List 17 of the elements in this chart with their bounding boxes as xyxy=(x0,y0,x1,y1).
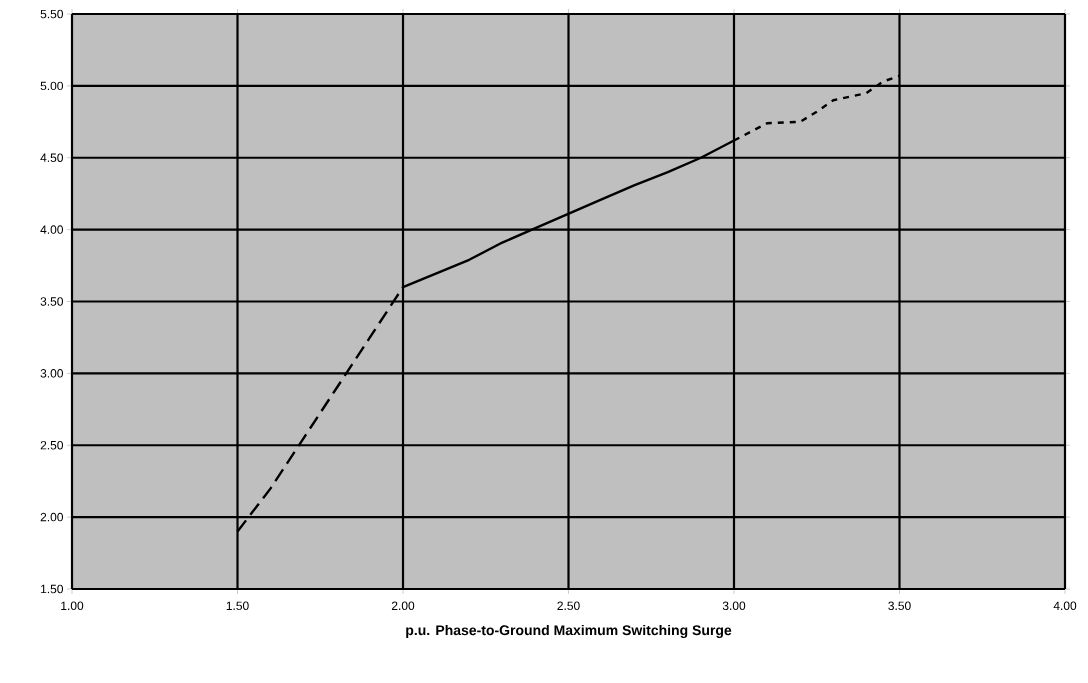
x-tick-label: 3.00 xyxy=(722,601,746,611)
y-tick-label: 3.50 xyxy=(40,297,64,306)
y-tick-label: 3.00 xyxy=(40,369,64,378)
y-tick-label: 5.50 xyxy=(40,9,64,19)
y-tick-label: 4.50 xyxy=(40,153,64,162)
x-tick-label: 2.00 xyxy=(391,601,415,611)
x-tick-label: 1.50 xyxy=(226,601,249,611)
x-tick-label: 2.50 xyxy=(557,601,580,611)
x-tick-label: 1.00 xyxy=(61,601,84,611)
x-axis-title: p.u. Phase-to-Ground Maximum Switching Surge xyxy=(406,624,732,638)
y-tick-label: 4.00 xyxy=(40,225,64,234)
x-tick-label: 4.00 xyxy=(1053,601,1077,611)
y-tick-label: 2.00 xyxy=(40,512,64,522)
y-tick-label: 5.00 xyxy=(40,81,64,91)
y-tick-label: 1.50 xyxy=(41,584,64,594)
x-tick-label: 3.50 xyxy=(888,601,911,611)
y-tick-label: 2.50 xyxy=(40,441,64,450)
